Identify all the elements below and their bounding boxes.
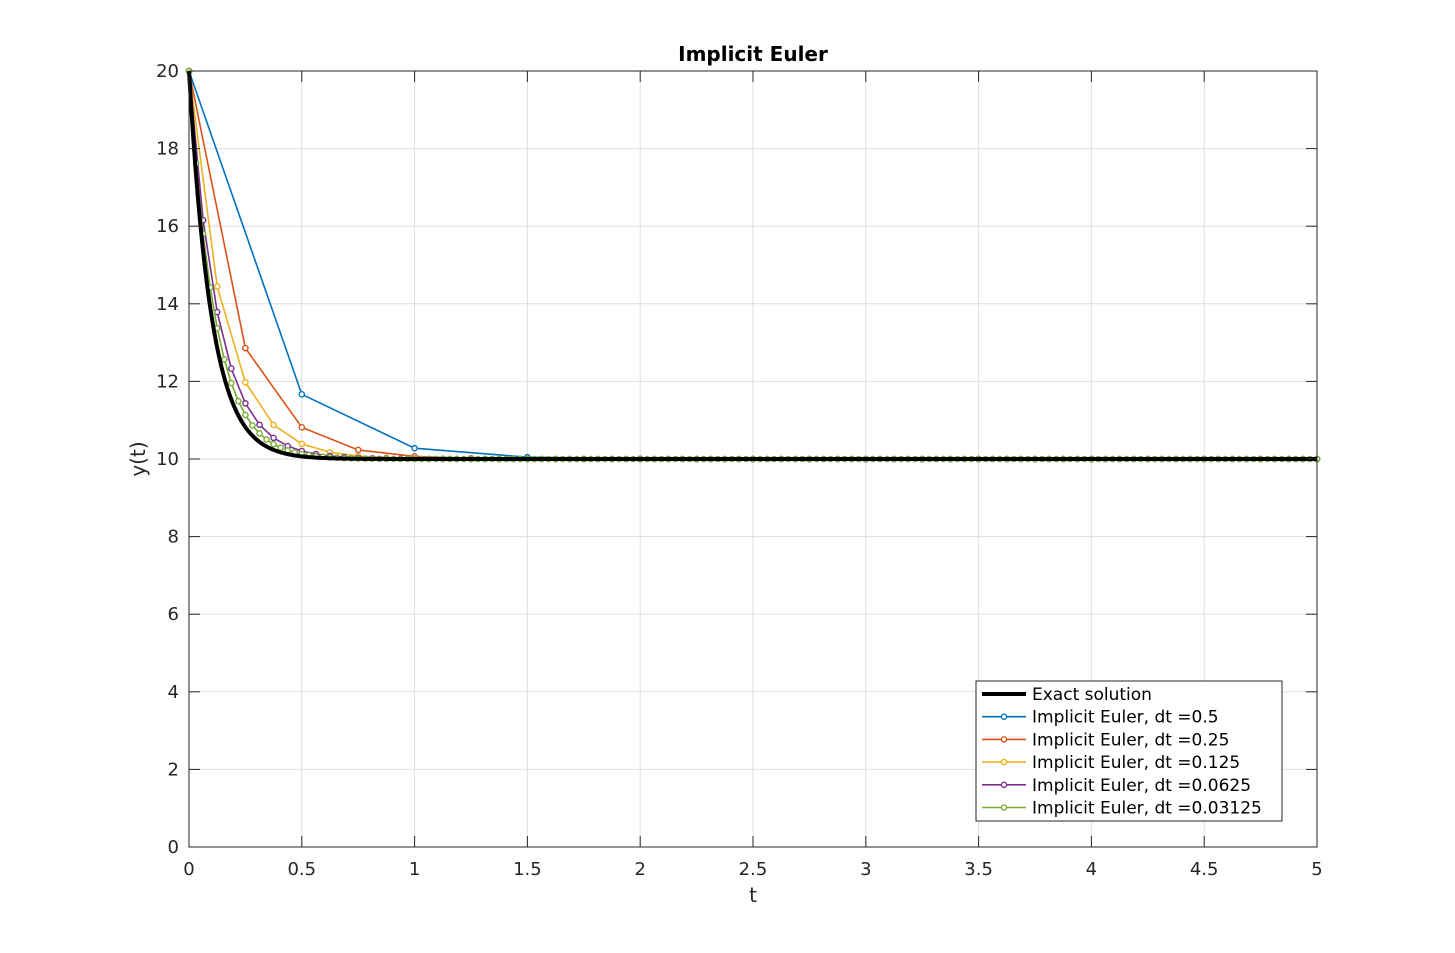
- y-tick-label: 0: [168, 837, 179, 858]
- legend-swatch-marker: [1000, 804, 1008, 811]
- y-tick-label: 16: [156, 216, 179, 237]
- legend-entry-label: Implicit Euler, dt =0.0625: [1032, 776, 1251, 796]
- data-point: [298, 440, 306, 448]
- x-tick-label: 0: [183, 859, 194, 880]
- data-point: [242, 379, 249, 386]
- x-tick-label: 4.5: [1190, 859, 1219, 880]
- data-point: [242, 411, 249, 419]
- legend-swatch-marker: [1000, 781, 1008, 789]
- data-point: [213, 283, 221, 290]
- x-tick-label: 2: [634, 859, 645, 880]
- y-tick-label: 8: [168, 527, 179, 548]
- series-exact-solution: [187, 70, 1317, 461]
- data-point: [270, 440, 277, 448]
- data-point: [227, 365, 235, 372]
- data-point: [256, 430, 263, 437]
- data-point: [298, 391, 306, 398]
- x-tick-label: 5: [1311, 859, 1322, 880]
- legend-entry-label: Implicit Euler, dt =0.5: [1032, 708, 1219, 728]
- data-point: [354, 446, 362, 454]
- y-tick-label: 4: [168, 682, 179, 703]
- y-tick-label: 6: [168, 604, 179, 625]
- x-tick-label: 0.5: [287, 859, 316, 880]
- y-tick-label: 2: [168, 759, 179, 780]
- ticks: 0 0.5 1 1.5 2 2.5 3 3.5 4 4.5 5 0 2 4 6 8 10 12 14 16 18 20: [156, 61, 1323, 880]
- legend-entry-label: Implicit Euler, dt =0.125: [1032, 753, 1240, 773]
- data-point: [263, 436, 270, 443]
- x-tick-label: 3: [860, 859, 871, 880]
- y-tick-label: 14: [156, 294, 179, 315]
- data-point: [298, 424, 306, 431]
- x-tick-label: 3.5: [964, 859, 993, 880]
- x-tick-label: 2.5: [739, 859, 768, 880]
- data-point: [270, 434, 277, 442]
- data-point: [242, 344, 249, 352]
- legend-box: [975, 680, 1283, 822]
- data-point: [277, 444, 284, 451]
- data-point: [242, 400, 249, 407]
- legend-entry-label: Exact solution: [1032, 685, 1152, 705]
- legend-swatch-marker: [1000, 713, 1008, 721]
- data-point: [411, 444, 418, 452]
- y-tick-label: 18: [156, 139, 179, 160]
- data-point: [235, 397, 242, 405]
- legend-swatch-marker: [1000, 758, 1008, 766]
- data-point: [249, 422, 256, 429]
- x-axis-label: t: [749, 883, 757, 907]
- x-tick-label: 4: [1086, 859, 1097, 880]
- x-tick-label: 1: [409, 859, 420, 880]
- chart-title: Implicit Euler: [678, 42, 828, 66]
- data-point: [256, 421, 263, 429]
- y-tick-label: 20: [156, 61, 179, 82]
- y-tick-label: 10: [156, 449, 179, 470]
- data-point: [227, 379, 235, 387]
- data-point: [220, 356, 228, 363]
- x-tick-label: 1.5: [513, 859, 542, 880]
- exact-solution-line: [187, 70, 1317, 461]
- data-point: [270, 421, 277, 429]
- y-axis-label: y(t): [126, 441, 150, 476]
- legend-entry-label: Implicit Euler, dt =0.25: [1032, 730, 1229, 750]
- y-tick-label: 12: [156, 371, 179, 392]
- legend-swatch-marker: [1000, 736, 1008, 743]
- legend-entry-label: Implicit Euler, dt =0.03125: [1032, 799, 1262, 819]
